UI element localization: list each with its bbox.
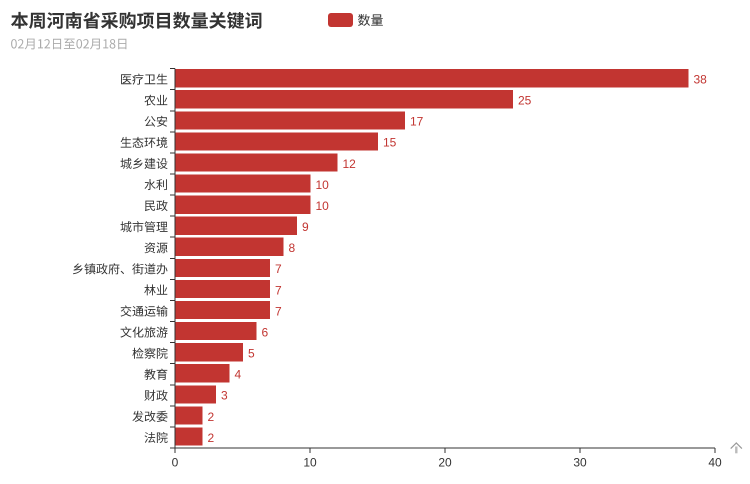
svg-text:10: 10 [316,199,330,213]
svg-text:10: 10 [316,178,330,192]
svg-text:25: 25 [518,94,532,108]
svg-text:17: 17 [410,115,424,129]
svg-text:5: 5 [248,347,255,361]
svg-text:20: 20 [438,456,452,470]
svg-text:40: 40 [708,456,722,470]
svg-text:3: 3 [221,389,228,403]
svg-text:12: 12 [343,157,357,171]
svg-text:2: 2 [208,410,215,424]
svg-text:2: 2 [208,431,215,445]
svg-text:6: 6 [262,325,269,339]
svg-text:15: 15 [383,136,397,150]
svg-text:38: 38 [694,73,708,87]
svg-text:7: 7 [275,304,282,318]
svg-text:30: 30 [573,456,587,470]
svg-text:8: 8 [289,241,296,255]
svg-text:7: 7 [275,262,282,276]
svg-text:4: 4 [235,368,242,382]
svg-text:9: 9 [302,220,309,234]
svg-text:0: 0 [172,456,179,470]
svg-text:10: 10 [303,456,317,470]
svg-text:7: 7 [275,283,282,297]
